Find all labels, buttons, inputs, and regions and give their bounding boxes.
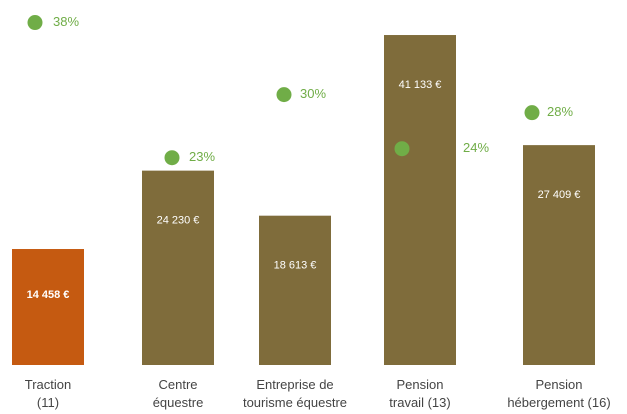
dot (394, 141, 410, 157)
bar-value-label: 14 458 € (27, 289, 70, 301)
bar (259, 215, 331, 365)
bar-value-label: 24 230 € (157, 215, 200, 227)
bar-value-label: 18 613 € (274, 260, 317, 272)
category-label: Pension hébergement (16) (507, 377, 611, 410)
bar (523, 145, 595, 365)
dot (524, 105, 540, 121)
bar (384, 35, 456, 365)
category-label: Pension travail (13) (389, 377, 451, 410)
dot (276, 87, 292, 103)
bar-value-label: 41 133 € (399, 79, 442, 91)
dot (164, 150, 180, 166)
bar (142, 170, 214, 365)
dot-value-label: 30% (300, 86, 326, 101)
dot-value-label: 23% (189, 149, 215, 164)
dot-value-label: 38% (53, 14, 79, 29)
bar (12, 249, 84, 365)
dot-value-label: 24% (463, 140, 489, 155)
category-label: Centre équestre (152, 377, 204, 410)
category-label: Entreprise de tourisme équestre (242, 377, 348, 410)
dot (27, 15, 43, 31)
category-label: Traction (11) (24, 377, 72, 410)
dot-value-label: 28% (547, 104, 573, 119)
bar-value-label: 27 409 € (538, 189, 581, 201)
